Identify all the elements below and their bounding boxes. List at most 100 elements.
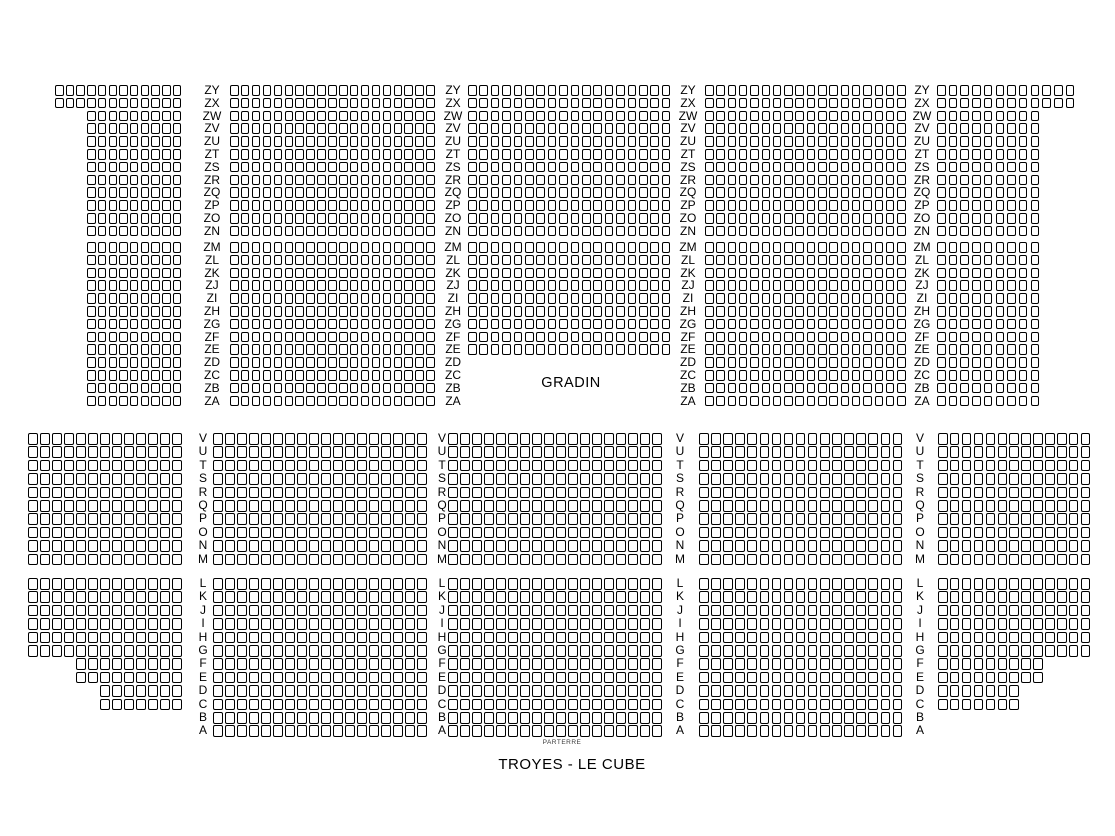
seat[interactable]: [738, 213, 748, 224]
seat[interactable]: [1021, 578, 1031, 590]
seat[interactable]: [230, 254, 239, 266]
seat[interactable]: [112, 473, 122, 485]
seat[interactable]: [961, 540, 972, 552]
seat[interactable]: [723, 685, 733, 697]
seat[interactable]: [559, 136, 568, 147]
seat[interactable]: [1054, 97, 1063, 109]
seat[interactable]: [349, 395, 359, 407]
seat[interactable]: [520, 671, 530, 684]
seat[interactable]: [415, 213, 424, 224]
seat[interactable]: [404, 382, 413, 394]
seat[interactable]: [711, 459, 721, 472]
seat[interactable]: [508, 446, 518, 458]
seat[interactable]: [1030, 136, 1040, 147]
seat[interactable]: [151, 267, 160, 279]
seat[interactable]: [345, 500, 355, 512]
seat[interactable]: [328, 136, 337, 147]
seat[interactable]: [818, 136, 827, 147]
seat[interactable]: [405, 645, 415, 657]
seat[interactable]: [381, 540, 391, 552]
seat[interactable]: [1009, 473, 1019, 485]
seat[interactable]: [426, 242, 435, 253]
seat[interactable]: [972, 242, 981, 253]
seat[interactable]: [513, 225, 523, 237]
seat[interactable]: [124, 433, 134, 445]
seat[interactable]: [321, 685, 331, 697]
seat[interactable]: [747, 645, 757, 657]
seat[interactable]: [897, 225, 906, 237]
seat[interactable]: [983, 225, 993, 237]
seat[interactable]: [87, 149, 96, 160]
seat[interactable]: [771, 631, 782, 644]
seat[interactable]: [484, 618, 494, 630]
seat[interactable]: [948, 149, 958, 160]
seat[interactable]: [844, 658, 854, 670]
seat[interactable]: [640, 618, 650, 630]
seat[interactable]: [948, 187, 958, 198]
seat[interactable]: [328, 318, 337, 330]
seat[interactable]: [580, 513, 590, 525]
seat[interactable]: [496, 473, 506, 485]
seat[interactable]: [972, 382, 981, 394]
seat[interactable]: [502, 267, 511, 279]
seat[interactable]: [172, 254, 182, 266]
seat[interactable]: [1018, 382, 1028, 394]
seat[interactable]: [328, 395, 337, 407]
seat[interactable]: [806, 225, 816, 237]
seat[interactable]: [460, 591, 470, 603]
seat[interactable]: [468, 225, 477, 237]
seat[interactable]: [240, 382, 250, 394]
seat[interactable]: [897, 110, 906, 122]
seat[interactable]: [759, 540, 769, 552]
seat[interactable]: [1007, 306, 1016, 317]
seat[interactable]: [151, 344, 160, 355]
seat[interactable]: [711, 540, 721, 552]
seat[interactable]: [772, 395, 782, 407]
seat[interactable]: [820, 446, 830, 458]
seat[interactable]: [251, 382, 261, 394]
seat[interactable]: [225, 500, 235, 512]
seat[interactable]: [961, 553, 972, 566]
seat[interactable]: [151, 293, 160, 304]
seat[interactable]: [472, 526, 482, 539]
seat[interactable]: [536, 123, 545, 134]
seat[interactable]: [140, 344, 150, 355]
seat[interactable]: [604, 242, 614, 253]
seat[interactable]: [520, 725, 530, 737]
seat[interactable]: [87, 110, 96, 122]
seat[interactable]: [556, 486, 566, 499]
seat[interactable]: [525, 331, 534, 343]
seat[interactable]: [284, 267, 293, 279]
seat[interactable]: [880, 604, 890, 617]
seat[interactable]: [807, 433, 818, 445]
seat[interactable]: [484, 685, 494, 697]
seat[interactable]: [40, 618, 50, 630]
seat[interactable]: [393, 591, 403, 603]
seat[interactable]: [369, 658, 379, 670]
seat[interactable]: [874, 370, 883, 381]
seat[interactable]: [87, 318, 96, 330]
seat[interactable]: [820, 604, 830, 617]
seat[interactable]: [360, 187, 370, 198]
seat[interactable]: [840, 97, 850, 109]
seat[interactable]: [284, 97, 293, 109]
seat[interactable]: [349, 149, 359, 160]
seat[interactable]: [448, 486, 458, 499]
seat[interactable]: [829, 280, 838, 291]
seat[interactable]: [249, 618, 259, 630]
seat[interactable]: [508, 604, 518, 617]
seat[interactable]: [129, 161, 139, 173]
seat[interactable]: [297, 486, 307, 499]
seat[interactable]: [339, 318, 348, 330]
seat[interactable]: [76, 433, 86, 445]
seat[interactable]: [230, 267, 239, 279]
seat[interactable]: [112, 500, 122, 512]
seat[interactable]: [251, 293, 261, 304]
seat[interactable]: [1007, 97, 1016, 109]
seat[interactable]: [371, 187, 381, 198]
seat[interactable]: [616, 446, 626, 458]
seat[interactable]: [100, 459, 110, 472]
seat[interactable]: [140, 213, 150, 224]
seat[interactable]: [556, 645, 566, 657]
seat[interactable]: [1018, 213, 1028, 224]
